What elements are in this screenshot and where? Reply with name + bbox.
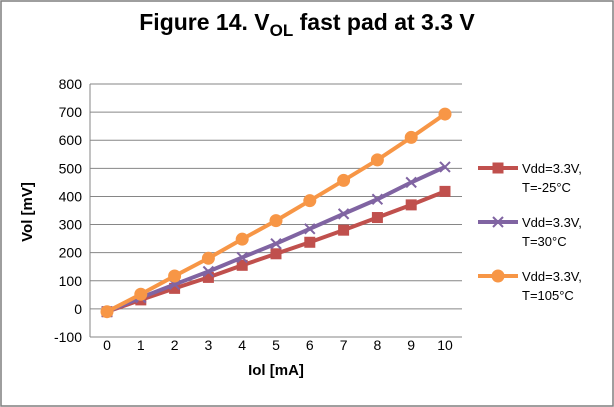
y-tick-label: 400 [59, 188, 83, 204]
data-point [134, 287, 148, 301]
x-tick-label: 8 [374, 337, 382, 353]
chart-title-prefix: Figure 14. V [139, 9, 270, 35]
data-point [405, 199, 417, 211]
x-tick-label: 9 [407, 337, 415, 353]
data-point [269, 214, 283, 228]
x-marker-stroke [202, 265, 215, 278]
x-tick-label: 4 [238, 337, 246, 353]
x-marker-stroke [439, 161, 451, 173]
x-marker-stroke [492, 216, 504, 228]
series-3 [100, 107, 452, 319]
x-marker-stroke [236, 251, 248, 264]
chart-title: Figure 14. VOL fast pad at 3.3 V [139, 9, 475, 40]
legend-marker [492, 162, 504, 174]
data-point [337, 208, 350, 220]
y-tick-label: 200 [59, 245, 83, 261]
legend-label: T=-25°C [522, 180, 571, 195]
legend-item: Vdd=3.3V, T=-25°C [478, 161, 582, 195]
y-tick-labels: -100 0 100 200 300 400 500 600 700 800 [54, 76, 82, 345]
y-tick-label: 800 [59, 76, 83, 92]
data-point [236, 259, 248, 271]
x-axis-label: Iol [mA] [248, 362, 304, 379]
data-point [236, 251, 248, 264]
data-point [168, 269, 182, 283]
x-tick-label: 10 [437, 337, 453, 353]
data-point [337, 173, 351, 187]
data-point [439, 161, 451, 173]
legend-marker [492, 216, 504, 228]
y-tick-label: 300 [59, 217, 83, 233]
data-point [304, 236, 316, 248]
y-tick-label: 100 [59, 273, 83, 289]
data-point [202, 265, 215, 278]
data-point [270, 248, 282, 260]
y-tick-label: 500 [59, 160, 83, 176]
x-tick-label: 1 [137, 337, 145, 353]
gridlines [90, 83, 462, 310]
data-point [438, 107, 452, 121]
data-point [405, 176, 417, 189]
x-tick-label: 2 [171, 337, 179, 353]
legend-label: Vdd=3.3V, [522, 215, 582, 230]
legend-item: Vdd=3.3V, T=30°C [478, 215, 582, 249]
y-axis-label: Vol [mV] [19, 182, 36, 242]
y-tick-label: 600 [59, 132, 83, 148]
x-tick-label: 6 [306, 337, 314, 353]
data-point [404, 130, 418, 144]
legend-label: Vdd=3.3V, [522, 161, 582, 176]
data-point [370, 153, 384, 167]
chart-title-subscript: OL [270, 21, 294, 40]
data-point [338, 224, 350, 236]
x-tick-label: 3 [205, 337, 213, 353]
data-point [202, 271, 214, 283]
chart-title-suffix: fast pad at 3.3 V [293, 9, 475, 35]
y-tick-label: 0 [74, 301, 82, 317]
data-point [169, 282, 181, 294]
x-marker-stroke [270, 237, 282, 250]
x-marker-stroke [405, 176, 417, 189]
y-tick-label: -100 [54, 329, 82, 345]
x-marker-stroke [337, 208, 350, 220]
data-point [270, 237, 282, 250]
data-point [100, 305, 114, 319]
data-point [304, 223, 316, 235]
data-point [235, 232, 249, 246]
x-tick-label: 5 [272, 337, 280, 353]
data-point [371, 193, 384, 205]
data-point [201, 251, 215, 265]
legend-label: T=30°C [522, 234, 567, 249]
legend-item: Vdd=3.3V, T=105°C [478, 269, 582, 303]
x-tick-labels: 0 1 2 3 4 5 6 7 8 9 10 [103, 337, 453, 353]
data-point [303, 194, 317, 208]
series-plot [100, 107, 452, 319]
x-marker-stroke [371, 193, 384, 205]
x-tick-label: 7 [340, 337, 348, 353]
legend: Vdd=3.3V,T=-25°CVdd=3.3V,T=30°CVdd=3.3V,… [478, 161, 582, 303]
legend-marker [491, 269, 505, 283]
x-tick-label: 0 [103, 337, 111, 353]
x-marker-stroke [304, 223, 316, 235]
data-point [371, 212, 383, 224]
legend-label: T=105°C [522, 288, 574, 303]
y-tick-label: 700 [59, 104, 83, 120]
data-point [439, 185, 451, 197]
legend-label: Vdd=3.3V, [522, 269, 582, 284]
